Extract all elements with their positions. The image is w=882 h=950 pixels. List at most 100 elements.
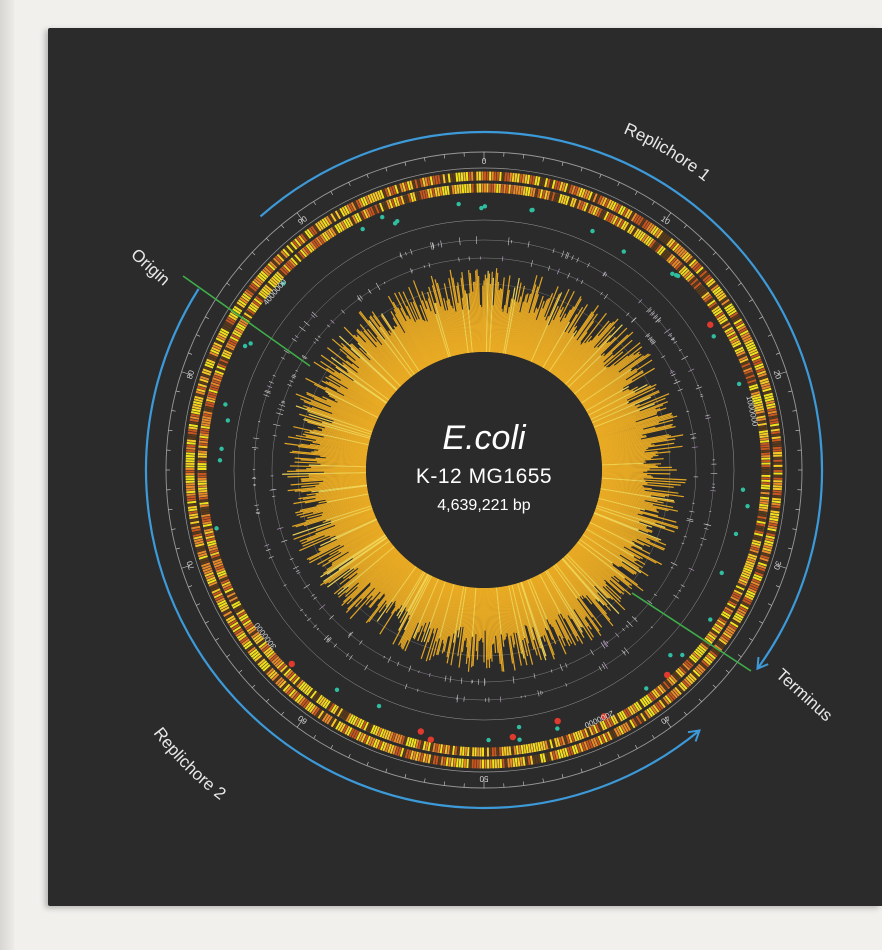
- gene-block: [669, 257, 678, 266]
- gene-block: [660, 233, 668, 242]
- ring-1: [181, 167, 787, 773]
- feature-tick: [566, 252, 570, 260]
- feature-tick: [557, 268, 560, 275]
- gene-block: [575, 186, 581, 197]
- gene-block: [741, 334, 751, 341]
- gc-skew-bar: [577, 351, 641, 400]
- gene-block: [372, 725, 378, 735]
- feature-tick: [655, 317, 662, 323]
- gene-block: [637, 231, 644, 240]
- gc-skew-bar: [541, 572, 578, 637]
- gc-skew-bar: [446, 585, 463, 664]
- gc-skew-bar: [407, 577, 437, 641]
- strain-name: K-12 MG1655: [415, 465, 553, 488]
- gene-block: [748, 551, 758, 556]
- feature-tick: [646, 334, 650, 338]
- gc-skew-bar: [435, 302, 453, 357]
- gene-block: [734, 346, 744, 353]
- feature-tick: [602, 641, 608, 648]
- gc-skew-bar: [401, 570, 424, 606]
- gc-skew-bar: [575, 544, 615, 577]
- gene-block: [348, 728, 355, 738]
- gc-skew-bar: [465, 587, 474, 664]
- gene-block: [724, 326, 734, 333]
- gene-block: [743, 367, 753, 373]
- gene-block: [662, 696, 670, 705]
- gene-block: [207, 578, 217, 585]
- scale-tick: [748, 299, 753, 303]
- gc-skew-bar: [293, 489, 368, 505]
- gc-skew-bar: [532, 305, 559, 363]
- gene-block: [284, 246, 292, 255]
- gc-skew-bar: [328, 538, 389, 584]
- gene-block: [274, 659, 283, 668]
- gc-skew-bar: [527, 286, 559, 361]
- gc-skew-bar: [443, 585, 460, 652]
- gene-block: [300, 233, 308, 242]
- gene-block: [247, 306, 257, 313]
- gc-skew-bar: [309, 524, 381, 564]
- gene-block: [726, 307, 736, 315]
- gc-skew-bar: [474, 281, 479, 353]
- gc-skew-bar: [564, 555, 596, 587]
- gc-skew-bar: [385, 567, 418, 614]
- gc-skew-bar: [302, 488, 368, 500]
- gene-block: [585, 190, 591, 200]
- gene-block: [606, 718, 612, 728]
- gene-block: [349, 715, 356, 725]
- gc-skew-bar: [554, 331, 588, 376]
- gc-skew-bar: [600, 438, 668, 451]
- gene-block: [609, 214, 616, 224]
- gene-block: [231, 623, 240, 631]
- gene-block: [317, 221, 324, 230]
- feature-tick: [444, 675, 447, 682]
- gc-skew-bar: [349, 343, 399, 390]
- gc-skew-bar: [461, 272, 472, 353]
- gc-skew-bar: [434, 302, 452, 357]
- gene-block: [735, 323, 745, 330]
- gene-block: [258, 292, 267, 300]
- gene-block: [732, 591, 742, 598]
- gc-skew-bar: [580, 353, 649, 403]
- gc-skew-bar: [591, 390, 660, 422]
- gc-skew-bar: [576, 355, 629, 398]
- gc-skew-bar: [591, 517, 665, 551]
- gc-skew-bar: [527, 579, 554, 640]
- gene-block: [735, 585, 745, 591]
- gene-block: [235, 303, 244, 311]
- gene-block: [628, 211, 636, 221]
- gene-block: [565, 734, 571, 744]
- gene-block: [722, 610, 731, 618]
- gc-skew-bar: [468, 309, 474, 353]
- gene-block: [560, 736, 566, 746]
- gene-block: [386, 187, 392, 197]
- gc-skew-bar: [523, 300, 545, 360]
- gene-block: [200, 559, 210, 565]
- gc-skew-bar: [593, 513, 659, 542]
- gc-skew-bar: [433, 582, 449, 629]
- gc-skew-bar: [330, 508, 373, 524]
- gene-block: [332, 719, 340, 729]
- gc-skew-bar: [553, 564, 594, 618]
- gc-skew-bar: [549, 567, 592, 630]
- gc-skew-bar: [457, 586, 469, 657]
- scale-tick: [348, 753, 351, 758]
- gene-block: [208, 544, 218, 549]
- feature-tick: [603, 293, 608, 300]
- gc-skew-bar: [586, 388, 629, 413]
- gene-block: [583, 202, 589, 212]
- feature-tick: [313, 341, 316, 344]
- gene-block: [358, 732, 364, 742]
- gc-skew-bar: [490, 587, 497, 654]
- gene-block: [214, 565, 225, 571]
- gene-block: [197, 383, 208, 388]
- gc-skew-bar: [300, 398, 375, 428]
- gc-skew-bar: [452, 277, 466, 354]
- gc-skew-bar: [450, 305, 462, 355]
- gc-skew-bar: [320, 354, 388, 403]
- gene-block: [633, 716, 640, 726]
- gc-skew-bar: [554, 563, 581, 597]
- gc-skew-bar: [595, 507, 653, 528]
- gene-block: [347, 217, 354, 227]
- gc-skew-bar: [601, 454, 659, 461]
